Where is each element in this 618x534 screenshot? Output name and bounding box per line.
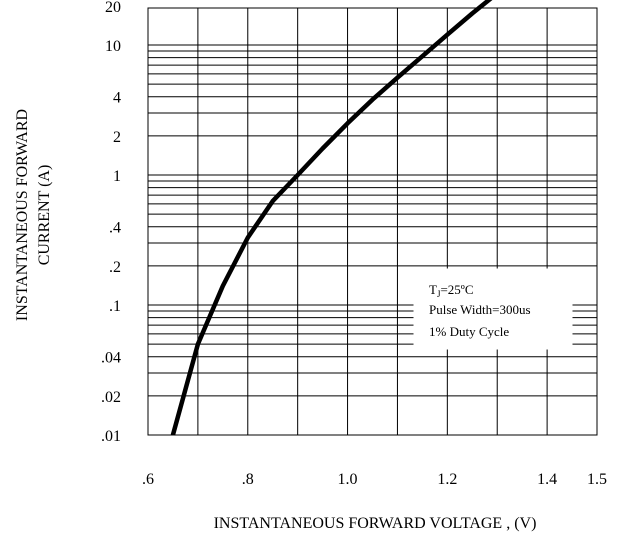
tick-label-layer: .6 .8 1.0 1.2 1.4 1.5 .01 .02 .04 .1 .2 .4 1 2 4 10 20 bbox=[101, 0, 607, 488]
x-tick-label: .8 bbox=[242, 471, 254, 488]
conditions-box-background bbox=[413, 268, 573, 350]
x-tick-label: 1.4 bbox=[537, 471, 557, 488]
forward-characteristic-curve bbox=[170, 0, 493, 436]
conditions-pulse-width: Pulse Width=300us bbox=[429, 302, 531, 317]
x-tick-label: 1.0 bbox=[338, 471, 358, 488]
y-tick-label: 10 bbox=[105, 38, 121, 55]
temperature-value: =25ºC bbox=[440, 282, 473, 297]
temperature-subscript: J bbox=[437, 289, 441, 299]
y-tick-label: .02 bbox=[101, 389, 121, 406]
plot-frame bbox=[147, 7, 598, 436]
y-tick-label: 1 bbox=[113, 168, 121, 185]
y-axis-title-line1: INSTANTANEOUS FORWARD bbox=[14, 109, 31, 321]
conditions-duty-cycle: 1% Duty Cycle bbox=[429, 324, 509, 339]
x-tick-label: 1.5 bbox=[587, 471, 607, 488]
grid-layer bbox=[147, 7, 598, 436]
x-tick-label: 1.2 bbox=[437, 471, 457, 488]
y-tick-label: .04 bbox=[101, 350, 121, 367]
y-tick-label: 2 bbox=[113, 129, 121, 146]
conditions-temperature: TJ=25ºC bbox=[429, 282, 474, 299]
y-tick-label: .1 bbox=[109, 298, 121, 315]
x-axis-title: INSTANTANEOUS FORWARD VOLTAGE , (V) bbox=[214, 515, 537, 532]
y-tick-label: 4 bbox=[113, 90, 121, 107]
conditions-box: TJ=25ºC Pulse Width=300us 1% Duty Cycle bbox=[413, 268, 573, 350]
y-tick-label: .2 bbox=[109, 259, 121, 276]
y-axis-title-line2: CURRENT (A) bbox=[36, 165, 53, 266]
curve-layer bbox=[170, 0, 493, 436]
temperature-symbol: T bbox=[429, 282, 437, 297]
x-tick-label: .6 bbox=[142, 471, 154, 488]
y-tick-label: .01 bbox=[101, 428, 121, 445]
y-tick-label: 20 bbox=[105, 0, 121, 16]
y-tick-label: .4 bbox=[109, 220, 121, 237]
